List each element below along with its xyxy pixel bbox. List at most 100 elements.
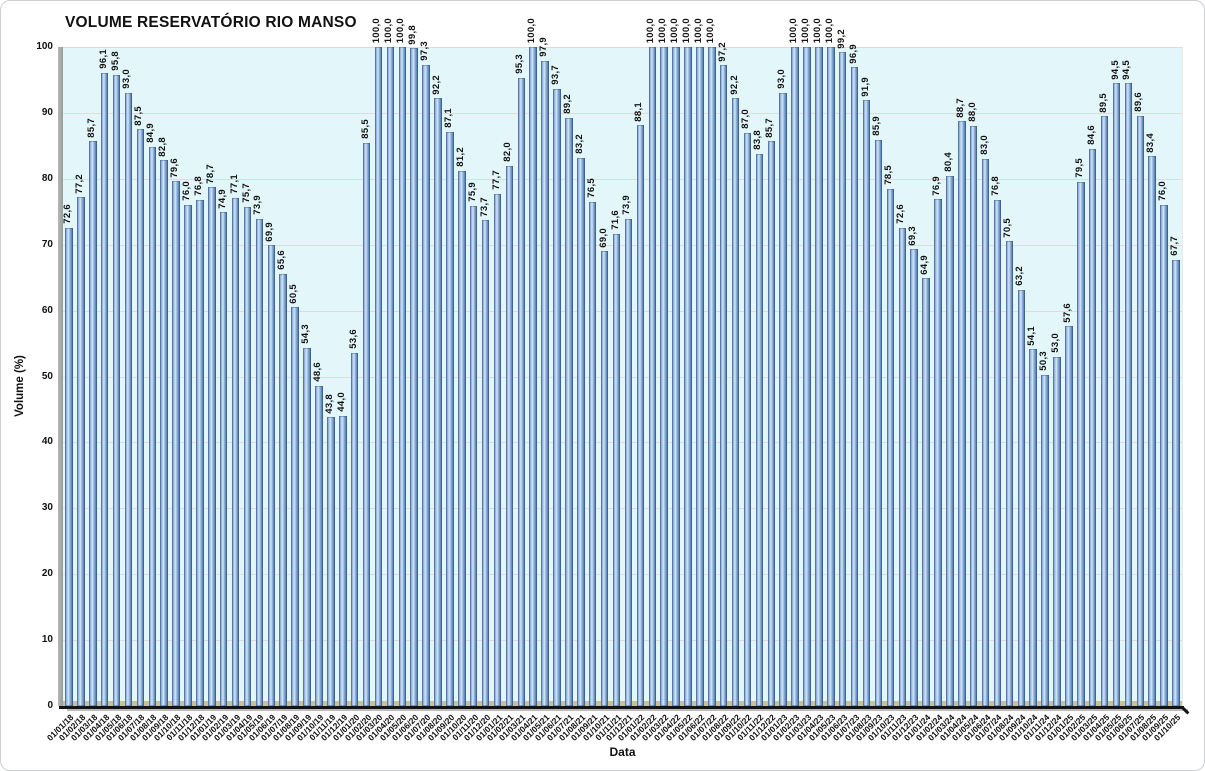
bar-value-label: 65,6 <box>276 250 288 270</box>
bar <box>577 157 585 706</box>
bar <box>481 220 490 706</box>
bar <box>791 47 799 706</box>
bar <box>1112 83 1121 706</box>
bar <box>1029 349 1037 706</box>
bar-value-label: 76,0 <box>180 181 192 202</box>
x-axis-shadow <box>67 709 1188 711</box>
bar <box>886 188 895 706</box>
bar <box>1100 116 1109 706</box>
bar-value-label: 99,2 <box>835 28 847 49</box>
bar <box>386 47 395 706</box>
bar <box>708 47 716 706</box>
bar-value-label: 100,0 <box>395 17 407 43</box>
bar <box>303 348 311 706</box>
bar <box>398 47 407 706</box>
bar <box>779 93 787 706</box>
bar-value-label: 74,9 <box>216 188 228 209</box>
bar-value-label: 77,2 <box>73 173 85 194</box>
bar <box>565 118 573 706</box>
bar-value-label: 71,6 <box>609 210 621 231</box>
bar <box>946 176 954 706</box>
bar-value-label: 72,6 <box>895 203 907 224</box>
bar-value-label: 93,0 <box>121 69 133 90</box>
y-tick-label: 80 <box>41 172 53 184</box>
bar-value-label: 85,7 <box>764 117 776 138</box>
bar-value-label: 88,1 <box>633 101 645 122</box>
bar-value-label: 54,3 <box>300 324 312 345</box>
bar <box>327 417 335 706</box>
bar <box>1172 259 1180 706</box>
bar-value-label: 76,5 <box>585 178 597 198</box>
bar-value-label: 89,5 <box>1097 92 1109 113</box>
bar-value-label: 95,3 <box>514 54 526 74</box>
y-tick-label: 10 <box>41 634 53 646</box>
bar-value-label: 83,8 <box>752 130 764 150</box>
bar <box>660 47 668 706</box>
bar-value-label: 100,0 <box>669 17 681 43</box>
bar <box>469 205 478 706</box>
bar-value-label: 100,0 <box>823 17 835 43</box>
bar <box>148 146 157 706</box>
x-axis-title: Data <box>609 745 636 759</box>
bar-value-label: 100,0 <box>371 17 383 43</box>
bar-value-label: 79,6 <box>169 157 181 178</box>
bar-value-label: 97,9 <box>538 37 550 57</box>
bar <box>517 77 526 706</box>
bar-value-label: 84,9 <box>145 122 157 143</box>
bar <box>136 129 145 706</box>
bar <box>588 201 597 706</box>
bar <box>339 416 347 706</box>
bar-value-label: 73,9 <box>252 195 264 215</box>
bar <box>731 98 740 706</box>
bar <box>160 160 168 706</box>
bar-value-label: 95,8 <box>109 50 121 71</box>
bar <box>934 199 942 706</box>
gridline-100 <box>63 47 1182 48</box>
bar-value-label: 100,0 <box>704 17 716 43</box>
bar-value-label: 100,0 <box>526 17 538 43</box>
bar <box>100 72 109 706</box>
bar-value-label: 69,0 <box>597 227 609 248</box>
bar-value-label: 75,7 <box>240 183 252 204</box>
bar <box>541 60 549 706</box>
bar <box>827 47 835 706</box>
bar-value-label: 43,8 <box>323 393 335 414</box>
bar <box>112 74 121 706</box>
bar <box>291 307 299 706</box>
bar-value-label: 87,5 <box>133 105 145 126</box>
bar <box>350 352 359 706</box>
bar <box>184 205 192 706</box>
bar-value-label: 85,9 <box>871 116 883 136</box>
y-tick-label: 70 <box>41 238 53 250</box>
bar <box>696 47 704 706</box>
bar <box>267 245 276 706</box>
bar <box>1077 182 1085 706</box>
bar-value-label: 96,9 <box>847 43 859 64</box>
gridline-30 <box>63 508 1182 510</box>
bar-value-label: 93,7 <box>550 64 562 85</box>
bar <box>910 249 918 706</box>
gridline-90 <box>63 112 1182 114</box>
bar <box>684 47 692 706</box>
bar <box>77 197 85 706</box>
bar-value-label: 89,6 <box>1133 91 1145 112</box>
bar-value-label: 85,7 <box>85 117 97 138</box>
bar-value-label: 57,6 <box>1061 302 1073 323</box>
y-tick-label: 20 <box>41 568 53 580</box>
bar <box>624 219 633 706</box>
bar <box>969 126 978 706</box>
bar <box>958 121 966 706</box>
bar <box>1041 374 1049 706</box>
bar-value-label: 99,8 <box>407 24 419 45</box>
bar-value-label: 78,7 <box>204 163 216 184</box>
bar-value-label: 76,8 <box>192 176 204 196</box>
bar-value-label: 69,3 <box>907 225 919 246</box>
bar <box>434 98 442 706</box>
bar-value-label: 93,0 <box>776 69 788 90</box>
bar-value-label: 76,0 <box>1157 181 1169 202</box>
bar-value-label: 100,0 <box>645 17 657 43</box>
bar <box>874 139 883 706</box>
bar-value-label: 100,0 <box>800 17 812 43</box>
bar <box>600 251 609 706</box>
bar-value-label: 87,1 <box>442 108 454 129</box>
